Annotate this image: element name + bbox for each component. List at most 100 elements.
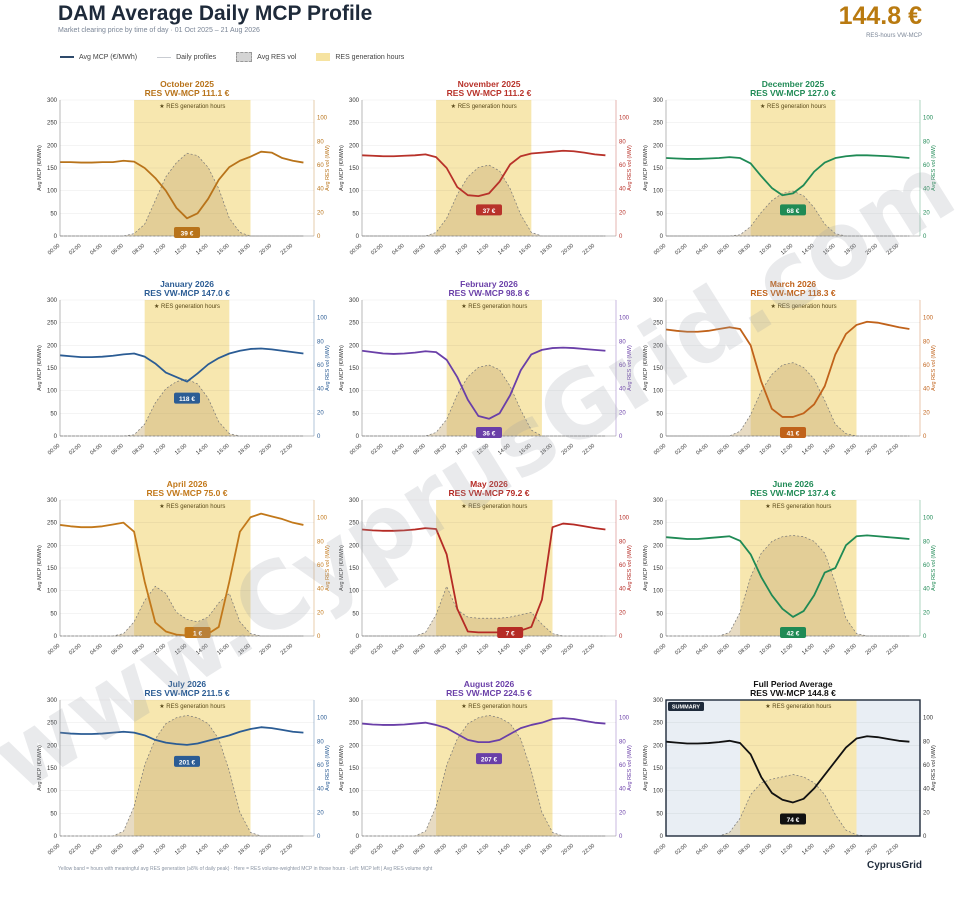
panel-subtitle: RES VW-MCP 224.5 €: [446, 688, 532, 698]
min-label-box: [476, 204, 502, 216]
x-tick-label: 16:00: [518, 443, 532, 456]
y-tick-label-left: 0: [356, 434, 360, 440]
y-tick-label-left: 300: [47, 298, 58, 304]
x-tick-label: 22:00: [886, 243, 900, 256]
x-tick-label: 04:00: [695, 243, 709, 256]
y-axis-label-left: Avg MCP (€/MWh): [339, 145, 345, 191]
x-tick-label: 06:00: [716, 843, 730, 856]
y-tick-label-left: 50: [656, 411, 663, 417]
x-tick-label: 00:00: [47, 643, 61, 656]
y-tick-label-left: 100: [653, 189, 664, 195]
x-tick-label: 16:00: [518, 643, 532, 656]
y-tick-label-right: 60: [619, 763, 626, 769]
footnote: Yellow band = hours with meaningful avg …: [58, 866, 433, 872]
y-tick-label-right: 80: [923, 139, 930, 145]
x-tick-label: 08:00: [738, 843, 752, 856]
y-tick-label-right: 60: [923, 363, 930, 369]
y-tick-label-left: 50: [50, 611, 57, 617]
x-tick-label: 16:00: [822, 243, 836, 256]
x-tick-label: 16:00: [518, 843, 532, 856]
panel-title: November 2025: [458, 79, 521, 89]
x-tick-label: 06:00: [110, 243, 124, 256]
min-label-box: [174, 227, 200, 238]
panel-title: January 2026: [160, 279, 214, 289]
res-band-label: ★ RES generation hours: [771, 303, 837, 310]
y-tick-label-right: 100: [619, 116, 630, 122]
y-axis-label-right: Avg RES vol (MW): [627, 345, 633, 391]
y-tick-label-right: 20: [619, 210, 626, 216]
y-tick-label-left: 200: [349, 743, 360, 749]
x-tick-label: 10:00: [153, 243, 167, 256]
y-tick-label-left: 250: [653, 521, 664, 527]
panel-subtitle: RES VW-MCP 111.2 €: [447, 88, 532, 98]
res-band-label: ★ RES generation hours: [154, 303, 220, 310]
x-tick-label: 20:00: [865, 843, 879, 856]
y-tick-label-right: 80: [317, 539, 324, 545]
y-tick-label-left: 300: [653, 698, 664, 704]
panel-title: July 2026: [168, 679, 207, 689]
panel-3: ★ RES generation hours050100150200250300…: [643, 79, 937, 256]
min-label: 37 €: [483, 208, 496, 215]
y-axis-label-left: Avg MCP (€/MWh): [339, 745, 345, 791]
x-tick-label: 08:00: [434, 243, 448, 256]
y-tick-label-left: 0: [54, 234, 58, 240]
res-band-label: ★ RES generation hours: [451, 103, 517, 110]
y-tick-label-right: 0: [923, 834, 927, 840]
x-tick-label: 10:00: [759, 443, 773, 456]
y-tick-label-left: 300: [349, 698, 360, 704]
x-tick-label: 00:00: [349, 843, 363, 856]
y-tick-label-right: 100: [619, 316, 630, 322]
headline-value: 144.8 €: [838, 2, 922, 30]
x-tick-label: 22:00: [280, 643, 294, 656]
x-tick-label: 22:00: [886, 843, 900, 856]
y-tick-label-left: 50: [352, 211, 359, 217]
y-tick-label-left: 300: [349, 98, 360, 104]
y-axis-label-right: Avg RES vol (MW): [325, 145, 331, 191]
header: DAM Average Daily MCP Profile Market cle…: [0, 0, 980, 48]
y-tick-label-left: 50: [352, 811, 359, 817]
x-tick-label: 16:00: [216, 443, 230, 456]
y-tick-label-left: 0: [54, 634, 58, 640]
x-tick-label: 00:00: [349, 643, 363, 656]
avg-mcp-line: [361, 522, 606, 634]
y-tick-label-right: 20: [317, 210, 324, 216]
x-tick-label: 04:00: [89, 843, 103, 856]
y-tick-label-left: 300: [653, 298, 664, 304]
y-tick-label-right: 20: [923, 610, 930, 616]
x-tick-label: 22:00: [582, 643, 596, 656]
y-tick-label-left: 200: [349, 543, 360, 549]
x-tick-label: 12:00: [174, 443, 188, 456]
y-tick-label-left: 300: [47, 698, 58, 704]
x-tick-label: 20:00: [561, 443, 575, 456]
x-tick-label: 10:00: [759, 243, 773, 256]
x-tick-label: 18:00: [237, 843, 251, 856]
min-label: 41 €: [787, 431, 800, 438]
y-axis-label-left: Avg MCP (€/MWh): [643, 345, 649, 391]
x-tick-label: 12:00: [780, 843, 794, 856]
x-tick-label: 00:00: [47, 243, 61, 256]
x-tick-label: 08:00: [132, 643, 146, 656]
x-tick-label: 08:00: [132, 443, 146, 456]
res-volume-area: [60, 378, 304, 437]
legend-swatch-area: [236, 52, 253, 62]
x-tick-label: 22:00: [582, 443, 596, 456]
y-tick-label-right: 60: [923, 163, 930, 169]
y-tick-label-left: 250: [349, 321, 360, 327]
y-tick-label-left: 100: [47, 389, 58, 395]
page-subtitle: Market clearing price by time of day · 0…: [58, 27, 260, 34]
x-tick-label: 00:00: [47, 843, 61, 856]
x-tick-label: 14:00: [497, 243, 511, 256]
x-tick-label: 06:00: [412, 443, 426, 456]
y-tick-label-right: 0: [619, 234, 623, 240]
y-axis-label-right: Avg RES vol (MW): [931, 545, 937, 591]
res-volume-area: [666, 535, 910, 637]
y-tick-label-left: 0: [660, 634, 664, 640]
legend-swatch-faint: [157, 56, 172, 58]
avg-mcp-line: [665, 735, 910, 804]
x-tick-label: 02:00: [68, 443, 82, 456]
y-axis-label-left: Avg MCP (€/MWh): [643, 145, 649, 191]
y-tick-label-left: 50: [656, 211, 663, 217]
y-tick-label-left: 100: [47, 589, 58, 595]
y-tick-label-right: 60: [317, 163, 324, 169]
x-tick-label: 14:00: [195, 443, 209, 456]
